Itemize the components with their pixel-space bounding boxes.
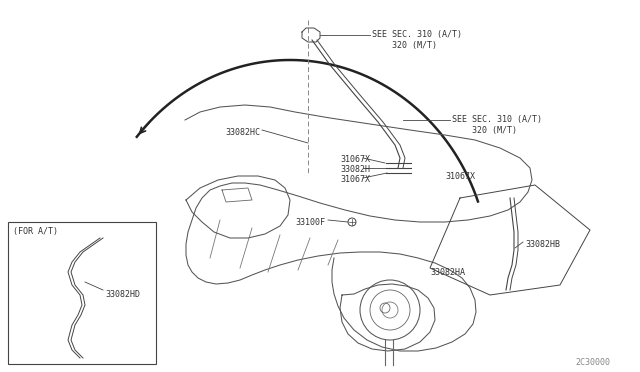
Bar — [8, 222, 156, 364]
Text: SEE SEC. 310 (A/T)
    320 (M/T): SEE SEC. 310 (A/T) 320 (M/T) — [372, 30, 462, 50]
Text: 33082H: 33082H — [340, 165, 370, 174]
Text: 31067X: 31067X — [340, 175, 370, 184]
Text: 33082HC: 33082HC — [225, 128, 260, 137]
Text: (FOR A/T): (FOR A/T) — [13, 227, 58, 236]
Text: 31067X: 31067X — [445, 172, 475, 181]
Text: 33100F: 33100F — [295, 218, 325, 227]
Text: 33082HD: 33082HD — [105, 290, 140, 299]
Text: 33082HA: 33082HA — [430, 268, 465, 277]
Text: 31067X: 31067X — [340, 155, 370, 164]
Text: 33082HB: 33082HB — [525, 240, 560, 249]
Text: SEE SEC. 310 (A/T)
    320 (M/T): SEE SEC. 310 (A/T) 320 (M/T) — [452, 115, 542, 135]
Text: 2C30000: 2C30000 — [575, 358, 610, 367]
